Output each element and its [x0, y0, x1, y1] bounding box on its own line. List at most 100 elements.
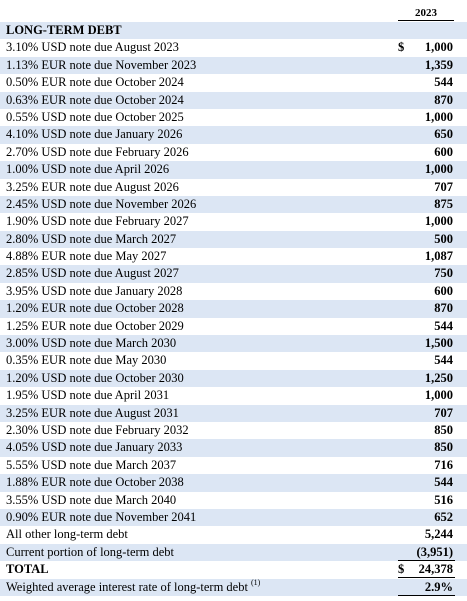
row-label: 0.90% EUR note due November 2041: [6, 509, 197, 524]
row-label: 4.05% USD note due January 2033: [6, 440, 183, 455]
table-row: 4.88% EUR note due May 2027 1,087: [0, 248, 467, 265]
table-row: 1.13% EUR note due November 2023 1,359: [0, 56, 467, 75]
table-row: 3.95% USD note due January 2028 600: [0, 283, 467, 300]
row-value: 707: [434, 405, 453, 420]
table-row: 1.95% USD note due April 2031 1,000: [0, 387, 467, 404]
table-row: 3.10% USD note due August 2023 $1,000: [0, 39, 467, 56]
row-value: 1,000: [424, 109, 453, 124]
table-row: All other long-term debt 5,244: [0, 526, 467, 543]
row-value: 850: [434, 440, 453, 455]
row-label: 1.00% USD note due April 2026: [6, 162, 170, 177]
table-row: 2.45% USD note due November 2026 875: [0, 195, 467, 214]
row-value: 870: [434, 92, 453, 107]
row-value: 1,000: [424, 162, 453, 177]
row-label: 1.95% USD note due April 2031: [6, 388, 170, 403]
footnote-marker: (1): [250, 578, 261, 588]
row-label: 2.30% USD note due February 2032: [6, 422, 189, 437]
column-header: 2023: [398, 6, 454, 21]
row-label: 0.63% EUR note due October 2024: [6, 92, 184, 107]
row-value: 544: [434, 75, 453, 90]
table-row: 2.80% USD note due March 2027 500: [0, 230, 467, 249]
row-label: 1.20% EUR note due October 2028: [6, 301, 184, 316]
table-row: 1.90% USD note due February 2027 1,000: [0, 213, 467, 230]
row-value: 750: [434, 266, 453, 281]
row-value: 650: [434, 127, 453, 142]
row-value: 600: [434, 144, 453, 159]
table-row: LONG-TERM DEBT: [0, 22, 467, 40]
row-value: (3,951): [416, 544, 453, 559]
table-row: 2.30% USD note due February 2032 850: [0, 422, 467, 439]
underline: [398, 594, 455, 596]
row-label: 0.50% EUR note due October 2024: [6, 75, 184, 90]
row-label: 1.13% EUR note due November 2023: [6, 57, 197, 72]
row-value: 875: [434, 196, 453, 211]
row-label: Current portion of long-term debt: [6, 544, 175, 559]
row-label: 4.88% EUR note due May 2027: [6, 249, 167, 264]
row-value: 544: [434, 318, 453, 333]
row-label: 1.25% EUR note due October 2029: [6, 318, 184, 333]
row-value: 1,250: [424, 370, 453, 385]
row-value: 870: [434, 301, 453, 316]
row-label: 3.25% EUR note due August 2031: [6, 405, 179, 420]
row-value: 500: [434, 231, 453, 246]
row-value: 716: [434, 457, 453, 472]
table-row: 0.63% EUR note due October 2024 870: [0, 91, 467, 109]
table-body: LONG-TERM DEBT 3.10% USD note due August …: [0, 22, 467, 596]
section-title: LONG-TERM DEBT: [6, 23, 122, 37]
table-row: Current portion of long-term debt (3,951): [0, 543, 467, 562]
table-row: 3.25% EUR note due August 2031 707: [0, 404, 467, 422]
row-label: 3.55% USD note due March 2040: [6, 492, 177, 507]
table-row: Weighted average interest rate of long-t…: [0, 578, 467, 596]
table-row: 4.05% USD note due January 2033 850: [0, 439, 467, 457]
table-row: 0.55% USD note due October 2025 1,000: [0, 109, 467, 126]
row-value: 707: [434, 179, 453, 194]
row-value: 1,000: [424, 388, 453, 403]
row-label: 3.10% USD note due August 2023: [6, 40, 179, 55]
row-label: 3.00% USD note due March 2030: [6, 336, 177, 351]
row-label: 5.55% USD note due March 2037: [6, 457, 177, 472]
table-row: 0.50% EUR note due October 2024 544: [0, 74, 467, 91]
underline: [398, 560, 455, 562]
currency-symbol: $: [398, 562, 405, 577]
row-label: 2.45% USD note due November 2026: [6, 196, 197, 211]
row-value: 1,359: [424, 57, 453, 72]
row-value: 1,000: [424, 214, 453, 229]
row-value: 1,000: [424, 40, 453, 55]
row-label: 1.20% USD note due October 2030: [6, 370, 184, 385]
row-label: 1.88% EUR note due October 2038: [6, 475, 184, 490]
total-label: TOTAL: [6, 562, 49, 577]
row-value: 544: [434, 475, 453, 490]
row-label: 1.90% USD note due February 2027: [6, 214, 189, 229]
row-value: 1,087: [424, 249, 453, 264]
row-value: 5,244: [424, 527, 453, 542]
table-row: 1.88% EUR note due October 2038 544: [0, 474, 467, 492]
table-row: 3.25% EUR note due August 2026 707: [0, 179, 467, 196]
row-label: 2.80% USD note due March 2027: [6, 231, 177, 246]
row-label: All other long-term debt: [6, 527, 128, 542]
table-row: 1.20% USD note due October 2030 1,250: [0, 369, 467, 388]
row-value: 652: [434, 509, 453, 524]
row-label: 4.10% USD note due January 2026: [6, 127, 183, 142]
row-value: 544: [434, 353, 453, 368]
table-row: 0.90% EUR note due November 2041 652: [0, 508, 467, 527]
row-label: 0.35% EUR note due May 2030: [6, 353, 167, 368]
table-row: 0.35% EUR note due May 2030 544: [0, 352, 467, 369]
row-label: Weighted average interest rate of long-t…: [6, 579, 260, 596]
table-row: 3.55% USD note due March 2040 516: [0, 492, 467, 509]
row-label: 3.95% USD note due January 2028: [6, 283, 183, 298]
table-row: 1.25% EUR note due October 2029 544: [0, 318, 467, 335]
table-row: 4.10% USD note due January 2026 650: [0, 126, 467, 144]
row-value: 850: [434, 422, 453, 437]
table-row: TOTAL $24,378: [0, 561, 467, 581]
row-label: 0.55% USD note due October 2025: [6, 109, 184, 124]
row-value: 2.9%: [424, 579, 453, 594]
table-row: 2.70% USD note due February 2026 600: [0, 144, 467, 161]
table-row: 1.00% USD note due April 2026 1,000: [0, 161, 467, 179]
currency-symbol: $: [398, 40, 405, 55]
row-value: 1,500: [424, 336, 453, 351]
row-value: 600: [434, 283, 453, 298]
table-row: 5.55% USD note due March 2037 716: [0, 457, 467, 474]
total-value: 24,378: [418, 562, 453, 577]
row-label: 2.85% USD note due August 2027: [6, 266, 179, 281]
